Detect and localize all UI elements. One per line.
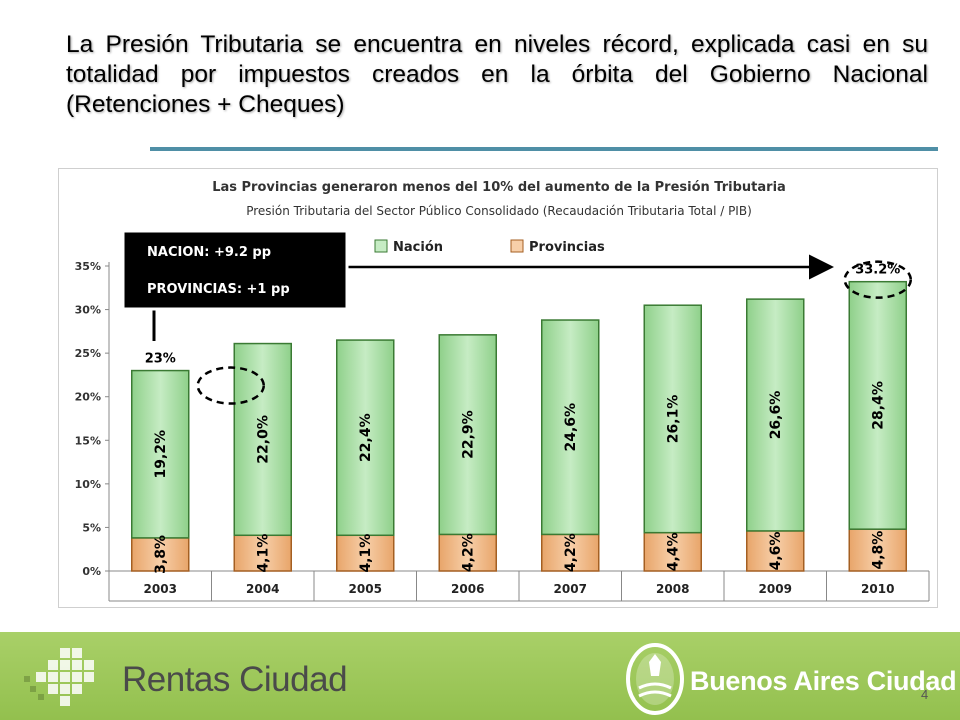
data-label-provincias: 3,8% [153, 535, 169, 574]
legend-label-nacion: Nación [393, 240, 443, 255]
data-label-nacion: 22,4% [358, 413, 374, 462]
bar-nacion [438, 334, 497, 536]
data-label-provincias: 4,4% [666, 532, 682, 571]
y-tick-label: 0% [82, 565, 101, 578]
bar-provincias [438, 533, 497, 572]
data-label-nacion: 22,9% [461, 410, 477, 459]
y-tick-label: 15% [75, 434, 101, 447]
rentas-ciudad-brand: Rentas Ciudad [122, 660, 348, 699]
bar-provincias [336, 534, 395, 572]
x-tick-label: 2008 [656, 582, 689, 596]
bar-nacion [746, 298, 805, 532]
chart-subtitle: Presión Tributaria del Sector Público Co… [246, 204, 752, 218]
callout-provincias-text: PROVINCIAS: +1 pp [147, 282, 290, 297]
title-rule [150, 147, 938, 151]
bar-nacion [336, 339, 395, 537]
callout-nacion-text: NACION: +9.2 pp [147, 245, 271, 260]
x-tick-label: 2004 [246, 582, 279, 596]
bar-nacion [848, 280, 907, 530]
bar-provincias [541, 533, 600, 572]
data-label-provincias: 4,2% [563, 533, 579, 572]
city-shield-icon [626, 643, 684, 715]
rentas-logo-icon [24, 648, 94, 706]
x-tick-label: 2006 [451, 582, 484, 596]
data-label-nacion: 26,6% [768, 391, 784, 440]
bar-provincias [848, 528, 907, 572]
x-tick-label: 2010 [861, 582, 894, 596]
bar-nacion [131, 369, 190, 539]
stacked-bar-chart: Las Provincias generaron menos del 10% d… [75, 180, 930, 602]
data-label-provincias: 4,2% [461, 533, 477, 572]
legend-label-provincias: Provincias [529, 240, 605, 255]
bar-provincias [131, 537, 190, 572]
y-tick-label: 10% [75, 478, 101, 491]
y-tick-label: 30% [75, 304, 101, 317]
legend-swatch-nacion [374, 239, 388, 253]
bar-provincias [233, 534, 292, 572]
data-label-nacion: 19,2% [153, 430, 169, 479]
slide-title: La Presión Tributaria se encuentra en ni… [66, 31, 928, 118]
y-tick-label: 35% [75, 260, 101, 273]
data-label-provincias: 4,8% [871, 531, 887, 570]
total-label: 23% [145, 352, 176, 367]
legend-swatch-provincias [510, 239, 524, 253]
buenos-aires-ciudad-brand: Buenos Aires Ciudad [690, 666, 957, 696]
page-number: 4 [921, 687, 929, 702]
callout-box [121, 229, 349, 311]
chart-title: Las Provincias generaron menos del 10% d… [212, 180, 786, 195]
bar-provincias [746, 530, 805, 572]
data-label-nacion: 22,0% [256, 415, 272, 464]
chart-frame: Las Provincias generaron menos del 10% d… [58, 168, 938, 608]
bar-nacion [541, 319, 600, 536]
data-label-provincias: 4,1% [256, 534, 272, 573]
y-tick-label: 25% [75, 347, 101, 360]
data-label-nacion: 28,4% [871, 381, 887, 430]
data-label-provincias: 4,1% [358, 534, 374, 573]
x-tick-label: 2003 [144, 582, 177, 596]
y-tick-label: 5% [82, 521, 101, 534]
highlight-ellipse [843, 260, 912, 299]
data-label-nacion: 26,1% [666, 395, 682, 444]
bar-provincias [643, 531, 702, 572]
x-tick-label: 2005 [349, 582, 382, 596]
bar-nacion [233, 342, 292, 537]
x-tick-label: 2007 [554, 582, 587, 596]
x-tick-label: 2009 [759, 582, 792, 596]
y-tick-label: 20% [75, 391, 101, 404]
total-label: 33.2% [855, 263, 900, 278]
data-label-provincias: 4,6% [768, 532, 784, 571]
footer-bar: Rentas Ciudad Buenos Aires Ciudad [0, 632, 960, 720]
bar-nacion [643, 304, 702, 534]
data-label-nacion: 24,6% [563, 403, 579, 452]
